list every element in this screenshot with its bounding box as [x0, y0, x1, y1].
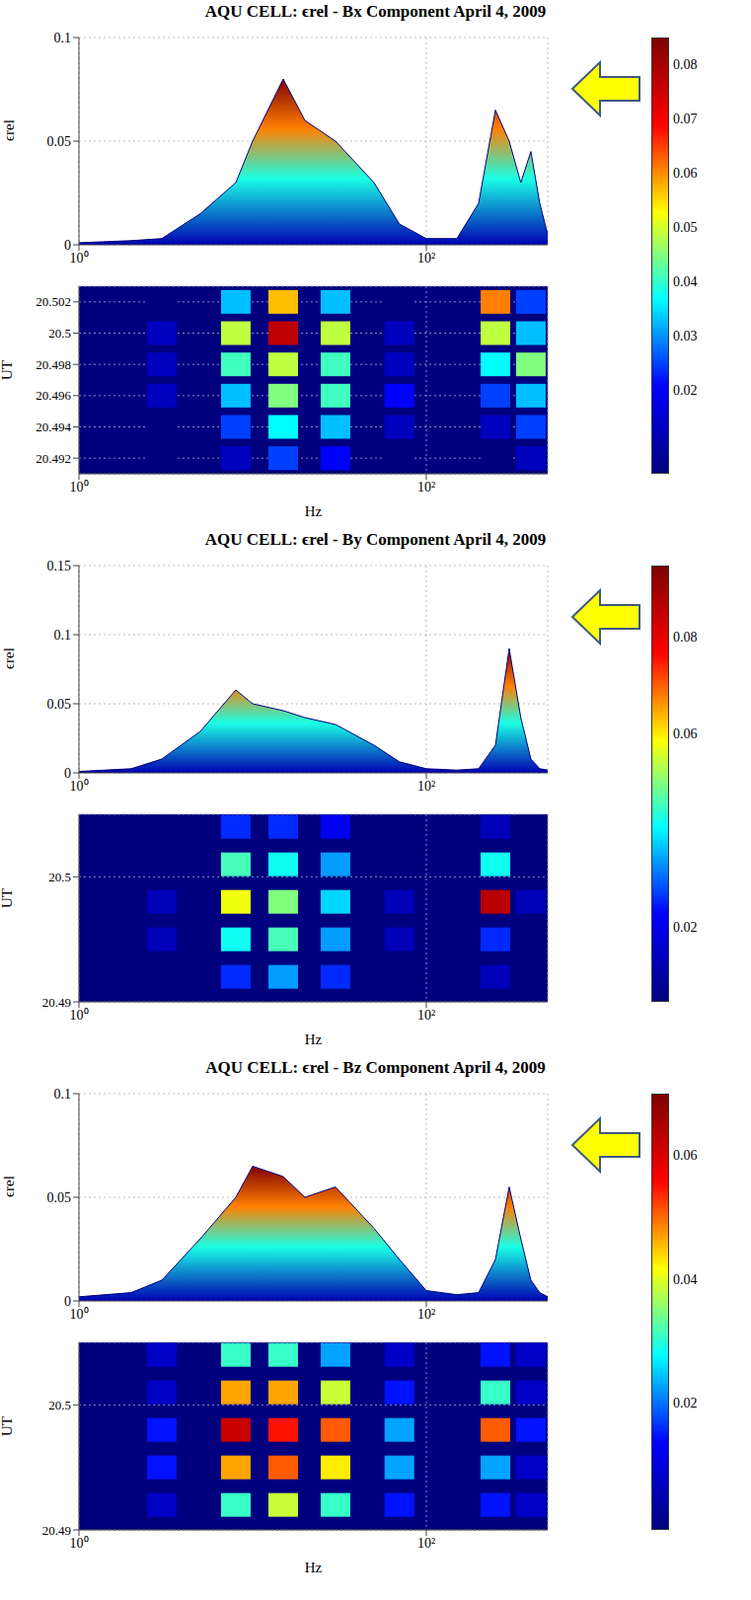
- svg-text:0.05: 0.05: [47, 696, 73, 712]
- html-text:0.02: 0.02: [673, 382, 698, 398]
- svg-text:10²: 10²: [417, 1306, 436, 1322]
- svg-text:UT: UT: [0, 360, 15, 380]
- svg-text:Hz: Hz: [304, 1031, 323, 1048]
- svg-text:10²: 10²: [417, 778, 436, 794]
- svg-text:10²: 10²: [417, 479, 436, 495]
- html-text:0.03: 0.03: [673, 328, 698, 343]
- svg-text:20.496: 20.496: [35, 387, 72, 403]
- svg-text:UT: UT: [0, 888, 15, 908]
- svg-text:0.1: 0.1: [54, 1086, 73, 1102]
- svg-text:Hz: Hz: [304, 1559, 323, 1576]
- svg-text:10⁰: 10⁰: [70, 1535, 89, 1551]
- svg-text:10²: 10²: [417, 250, 436, 266]
- svg-text:20.5: 20.5: [48, 325, 72, 341]
- svg-text:0: 0: [64, 765, 72, 781]
- svg-text:10²: 10²: [417, 1535, 436, 1551]
- svg-text:ϵrel: ϵrel: [0, 1175, 17, 1198]
- svg-text:20.502: 20.502: [35, 294, 72, 309]
- html-text:0.08: 0.08: [673, 629, 698, 645]
- html-text:0.06: 0.06: [673, 165, 698, 181]
- svg-text:Hz: Hz: [304, 503, 323, 520]
- svg-text:0: 0: [64, 1293, 72, 1309]
- svg-text:UT: UT: [0, 1416, 15, 1436]
- html-text:0.02: 0.02: [673, 919, 698, 935]
- svg-text:20.49: 20.49: [42, 1522, 72, 1538]
- svg-text:0.05: 0.05: [47, 134, 73, 150]
- html-text:AQU CELL: ϵrel - Bz Component: AQU CELL: ϵrel - Bz Component April 4, 2…: [205, 1057, 546, 1077]
- svg-text:20.5: 20.5: [48, 869, 72, 885]
- svg-text:20.492: 20.492: [35, 450, 72, 466]
- svg-text:10⁰: 10⁰: [70, 1007, 89, 1023]
- svg-text:20.49: 20.49: [42, 994, 72, 1010]
- html-text:0.07: 0.07: [673, 111, 698, 126]
- svg-text:10⁰: 10⁰: [70, 250, 89, 266]
- svg-text:10⁰: 10⁰: [70, 479, 89, 495]
- html-text:AQU CELL: ϵrel - By Component: AQU CELL: ϵrel - By Component April 4, 2…: [205, 529, 546, 549]
- html-text:0.06: 0.06: [673, 1147, 698, 1163]
- svg-text:ϵrel: ϵrel: [0, 119, 17, 142]
- svg-text:10²: 10²: [417, 1007, 436, 1023]
- svg-text:10⁰: 10⁰: [70, 778, 89, 794]
- svg-text:20.498: 20.498: [35, 357, 72, 373]
- html-text:0.05: 0.05: [673, 219, 698, 235]
- html-text:0.06: 0.06: [673, 726, 698, 742]
- html-text:0.04: 0.04: [673, 1271, 698, 1287]
- html-text:AQU CELL: ϵrel - Bx Component: AQU CELL: ϵrel - Bx Component April 4, 2…: [205, 1, 546, 21]
- svg-text:10⁰: 10⁰: [70, 1306, 89, 1322]
- svg-text:20.5: 20.5: [48, 1397, 72, 1413]
- svg-text:0.1: 0.1: [54, 627, 73, 643]
- svg-text:20.494: 20.494: [35, 419, 72, 435]
- svg-text:0.15: 0.15: [47, 558, 73, 574]
- html-text:0.08: 0.08: [673, 56, 698, 72]
- svg-text:ϵrel: ϵrel: [0, 647, 17, 670]
- html-text:0.02: 0.02: [673, 1395, 698, 1411]
- svg-text:0.1: 0.1: [54, 30, 73, 46]
- html-text:0.04: 0.04: [673, 273, 698, 289]
- svg-text:0: 0: [64, 237, 72, 253]
- svg-text:0.05: 0.05: [47, 1190, 73, 1205]
